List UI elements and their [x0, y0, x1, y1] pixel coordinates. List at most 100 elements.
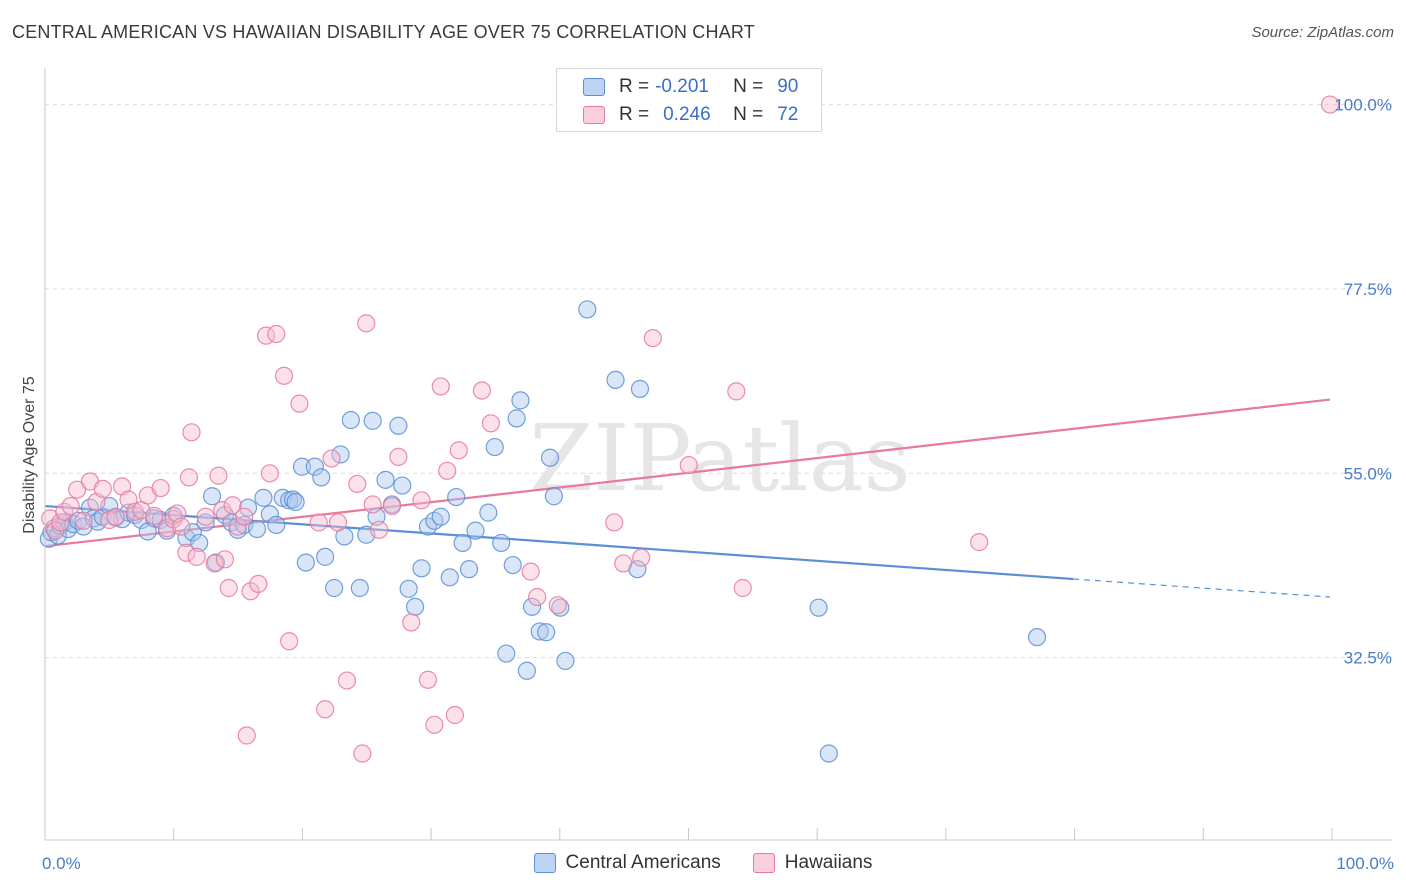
point-hawaiian-44	[290, 394, 309, 413]
point-central-american-80	[522, 597, 542, 616]
point-central-american-28	[196, 513, 215, 532]
point-central-american-81	[530, 622, 549, 641]
point-central-american-50	[331, 445, 350, 464]
point-central-american-43	[286, 492, 305, 512]
y-tick-label-0: 32.5%	[1344, 649, 1392, 668]
point-central-american-12	[88, 512, 107, 531]
point-hawaiian-78	[1320, 95, 1340, 114]
point-hawaiian-6	[74, 511, 93, 530]
point-central-american-79	[517, 661, 536, 680]
legend-item-central-americans[interactable]: Central Americans	[533, 852, 721, 874]
point-hawaiian-48	[328, 513, 348, 532]
point-hawaiian-11	[106, 507, 125, 526]
legend-item-hawaiians[interactable]: Hawaiians	[752, 852, 873, 874]
point-hawaiian-72	[632, 548, 651, 567]
point-hawaiian-61	[431, 377, 450, 396]
point-hawaiian-69	[548, 596, 567, 615]
point-central-american-77	[507, 409, 526, 428]
point-central-american-72	[479, 503, 498, 522]
point-central-american-55	[363, 411, 382, 430]
point-central-american-26	[183, 523, 202, 542]
trend-line-dashed-central-americans	[1072, 578, 1331, 598]
x-tick-label-0: 0.0%	[42, 854, 81, 873]
point-hawaiian-52	[357, 314, 376, 333]
point-hawaiian-23	[177, 543, 196, 562]
point-central-american-92	[819, 744, 838, 763]
point-central-american-45	[296, 553, 315, 572]
point-central-american-36	[247, 519, 267, 539]
point-central-american-88	[606, 370, 625, 389]
legend-row-central-americans: R = -0.201 N = 90	[557, 73, 798, 101]
point-central-american-87	[578, 300, 597, 319]
point-central-american-47	[312, 468, 331, 487]
series-legend: Central Americans Hawaiians	[0, 852, 1406, 874]
point-hawaiian-19	[157, 519, 177, 538]
stats-legend: R = -0.201 N = 90 R = 0.246 N = 72	[556, 68, 822, 132]
x-tick-label-1: 100.0%	[1336, 854, 1394, 873]
point-hawaiian-40	[260, 464, 279, 483]
point-hawaiian-70	[605, 513, 624, 532]
point-central-american-78	[511, 391, 530, 410]
y-tick-label-2: 77.5%	[1344, 280, 1392, 299]
point-central-american-66	[431, 507, 450, 526]
point-hawaiian-76	[733, 578, 752, 598]
point-hawaiian-54	[370, 520, 389, 539]
point-central-american-39	[267, 515, 286, 535]
point-hawaiian-74	[679, 455, 698, 475]
point-hawaiian-26	[187, 547, 206, 566]
point-central-american-57	[376, 470, 395, 489]
trend-line-central-americans	[44, 504, 1074, 581]
point-central-american-61	[399, 579, 418, 598]
point-central-american-68	[447, 487, 466, 507]
point-hawaiian-17	[145, 506, 164, 525]
legend-r-value: -0.201	[655, 76, 709, 97]
point-central-american-37	[254, 488, 273, 507]
point-hawaiian-49	[337, 671, 357, 690]
point-hawaiian-51	[353, 744, 372, 763]
point-hawaiian-36	[237, 726, 256, 745]
point-hawaiian-37	[241, 582, 260, 601]
chart-title: CENTRAL AMERICAN VS HAWAIIAN DISABILITY …	[12, 22, 755, 42]
point-central-american-59	[389, 416, 408, 435]
point-hawaiian-29	[209, 466, 228, 485]
point-hawaiian-43	[280, 632, 299, 651]
axes	[44, 68, 1392, 841]
point-central-american-86	[556, 651, 575, 671]
point-hawaiian-18	[151, 478, 170, 498]
point-hawaiian-68	[528, 587, 547, 607]
data-points	[39, 95, 1340, 763]
point-central-american-67	[440, 568, 459, 587]
point-hawaiian-25	[182, 423, 201, 442]
point-hawaiian-8	[87, 492, 106, 512]
point-hawaiian-65	[472, 381, 491, 400]
point-hawaiian-24	[179, 468, 199, 487]
point-hawaiian-55	[382, 496, 402, 516]
point-central-american-38	[260, 505, 279, 524]
legend-series-name: Hawaiians	[784, 852, 873, 873]
point-central-american-93	[1027, 628, 1047, 647]
point-central-american-84	[544, 487, 563, 506]
point-central-american-85	[551, 598, 570, 617]
point-hawaiian-22	[172, 517, 191, 536]
legend-n-label: N =	[733, 104, 764, 125]
point-hawaiian-34	[228, 517, 247, 536]
point-central-american-53	[350, 578, 369, 598]
legend-series-name: Central Americans	[565, 852, 721, 873]
point-central-american-75	[497, 644, 516, 663]
y-tick-label-1: 55.0%	[1344, 464, 1392, 483]
point-hawaiian-56	[389, 447, 408, 467]
point-central-american-27	[190, 533, 209, 553]
legend-r-value: 0.246	[663, 104, 711, 125]
legend-swatch-pink-icon	[583, 106, 605, 124]
point-hawaiian-59	[418, 670, 438, 689]
point-central-american-69	[453, 533, 472, 553]
point-hawaiian-50	[348, 474, 367, 494]
point-hawaiian-64	[449, 441, 468, 460]
point-central-american-44	[292, 457, 312, 476]
point-central-american-76	[503, 555, 522, 575]
legend-r-label: R =	[619, 104, 650, 125]
trend-line-hawaiians	[44, 398, 1331, 548]
point-hawaiian-53	[363, 495, 382, 514]
point-central-american-71	[466, 521, 485, 540]
point-hawaiian-33	[223, 496, 242, 515]
